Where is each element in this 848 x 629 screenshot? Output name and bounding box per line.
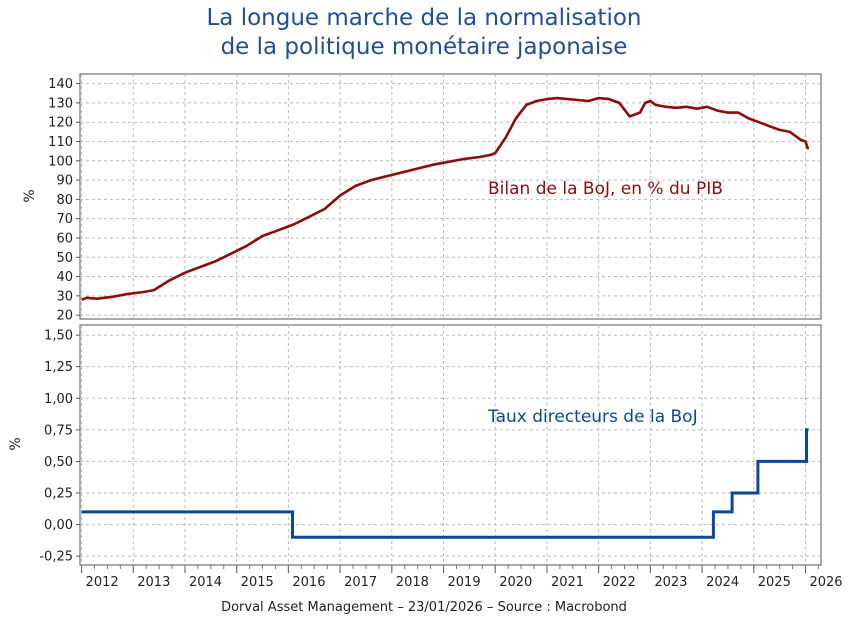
bottom-ytick-label: 0,50 bbox=[44, 455, 73, 470]
xtick-label: 2024 bbox=[706, 575, 739, 590]
xtick-label: 2026 bbox=[809, 575, 842, 590]
xtick-label: 2012 bbox=[86, 575, 119, 590]
xtick-label: 2022 bbox=[603, 575, 636, 590]
xtick-label: 2014 bbox=[189, 575, 222, 590]
xtick-label: 2015 bbox=[241, 575, 274, 590]
bottom-ytick-label: -0,25 bbox=[39, 550, 73, 565]
xtick-label: 2018 bbox=[396, 575, 429, 590]
top-ytick-label: 30 bbox=[56, 289, 73, 304]
xtick-label: 2016 bbox=[292, 575, 325, 590]
xtick-label: 2017 bbox=[344, 575, 377, 590]
chart-title-line2: de la politique monétaire japonaise bbox=[220, 34, 628, 60]
top-ytick-label: 130 bbox=[48, 96, 73, 111]
top-panel-frame bbox=[79, 73, 822, 320]
top-y-axis-label: % bbox=[22, 189, 38, 202]
top-panel: 20 30 40 50 60 70 80 90 100 110 120 130 140 % Bilan … bbox=[22, 73, 822, 324]
top-ytick-label: 120 bbox=[48, 116, 73, 131]
bottom-panel-frame bbox=[79, 324, 822, 566]
chart-title-line1: La longue marche de la normalisation bbox=[206, 5, 642, 31]
xtick-label: 2019 bbox=[448, 575, 481, 590]
xtick-label: 2013 bbox=[137, 575, 170, 590]
top-ytick-label: 140 bbox=[48, 77, 73, 92]
rate-annotation: Taux directeurs de la BoJ bbox=[487, 407, 698, 427]
top-ytick-label: 80 bbox=[56, 193, 73, 208]
bottom-ytick-label: 0,00 bbox=[44, 518, 73, 533]
bs-annotation: Bilan de la BoJ, en % du PIB bbox=[488, 179, 723, 199]
rate-series-line bbox=[81, 428, 809, 539]
xtick-label: 2020 bbox=[499, 575, 532, 590]
bottom-y-axis-label: % bbox=[8, 437, 24, 450]
top-ytick-label: 110 bbox=[48, 135, 73, 150]
bottom-ytick-label: 1,50 bbox=[44, 329, 73, 344]
top-ytick-label: 100 bbox=[48, 154, 73, 169]
bottom-ytick-label: 0,25 bbox=[44, 487, 73, 502]
top-ytick-label: 40 bbox=[56, 270, 73, 285]
x-axis: 2012 2013 2014 2015 2016 2017 2018 2019 2020 2021… bbox=[81, 565, 843, 590]
xtick-label: 2025 bbox=[758, 575, 791, 590]
top-ytick-label: 90 bbox=[56, 174, 73, 189]
top-ytick-label: 50 bbox=[56, 251, 73, 266]
top-ytick-label: 60 bbox=[56, 231, 73, 246]
bs-series-line bbox=[81, 96, 810, 301]
top-ytick-label: 20 bbox=[56, 309, 73, 324]
bottom-ytick-label: 1,00 bbox=[44, 392, 73, 407]
xtick-label: 2021 bbox=[551, 575, 584, 590]
bottom-panel: 1,50 1,25 1,00 0,75 0,50 0,25 0,00 -0,25 % Taux… bbox=[8, 324, 822, 566]
top-ytick-label: 70 bbox=[56, 212, 73, 227]
bottom-ytick-label: 1,25 bbox=[44, 360, 73, 375]
bottom-ytick-label: 0,75 bbox=[44, 423, 73, 438]
xtick-label: 2023 bbox=[654, 575, 687, 590]
footer-source: Dorval Asset Management – 23/01/2026 – S… bbox=[221, 600, 627, 615]
